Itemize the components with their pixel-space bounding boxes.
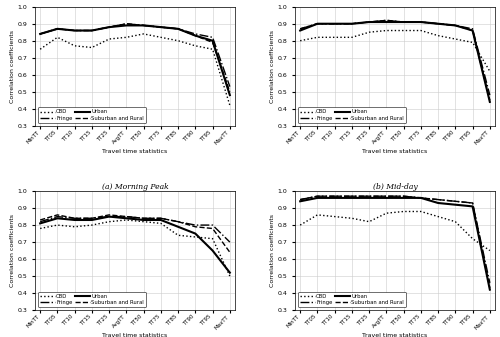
X-axis label: Travel time statistics: Travel time statistics bbox=[102, 149, 168, 154]
X-axis label: Travel time statistics: Travel time statistics bbox=[362, 149, 428, 154]
Y-axis label: Correlation coefficients: Correlation coefficients bbox=[270, 30, 274, 103]
Legend: CBD, Fringe, Urban, Suburban and Rural: CBD, Fringe, Urban, Suburban and Rural bbox=[298, 107, 406, 123]
Legend: CBD, Fringe, Urban, Suburban and Rural: CBD, Fringe, Urban, Suburban and Rural bbox=[38, 292, 146, 307]
Text: (a) Morning Peak: (a) Morning Peak bbox=[102, 183, 168, 191]
Legend: CBD, Fringe, Urban, Suburban and Rural: CBD, Fringe, Urban, Suburban and Rural bbox=[38, 107, 146, 123]
X-axis label: Travel time statistics: Travel time statistics bbox=[102, 333, 168, 337]
Y-axis label: Correlation coefficients: Correlation coefficients bbox=[10, 214, 14, 287]
Legend: CBD, Fringe, Urban, Suburban and Rural: CBD, Fringe, Urban, Suburban and Rural bbox=[298, 292, 406, 307]
X-axis label: Travel time statistics: Travel time statistics bbox=[362, 333, 428, 337]
Y-axis label: Correlation coefficients: Correlation coefficients bbox=[270, 214, 274, 287]
Text: (b) Mid-day: (b) Mid-day bbox=[372, 183, 418, 191]
Y-axis label: Correlation coefficients: Correlation coefficients bbox=[10, 30, 14, 103]
